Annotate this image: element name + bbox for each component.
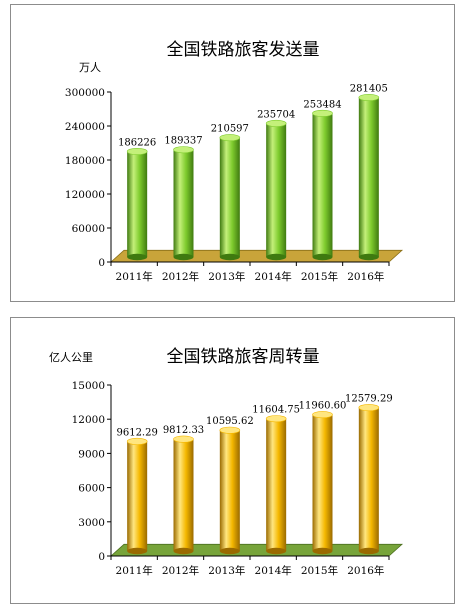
data-label: 10595.62 [206, 416, 254, 427]
y-tick-label: 15000 [72, 380, 105, 392]
x-tick-label: 2011年 [116, 270, 153, 283]
bar [358, 94, 380, 261]
passenger-turnover-plot: 全国铁路旅客周转量 亿人公里 0 3000 6000 9000 12000 15000 20… [49, 347, 404, 577]
bar [173, 146, 194, 261]
bar [173, 435, 194, 555]
y-tick-label: 300000 [65, 87, 105, 99]
bar [265, 119, 287, 261]
y-tick-label: 0 [98, 551, 105, 563]
data-label: 186226 [118, 137, 156, 148]
x-tick-label: 2015年 [301, 564, 338, 577]
data-label: 210597 [211, 124, 249, 135]
y-tick-label: 9000 [78, 448, 105, 460]
y-tick-label: 3000 [78, 517, 105, 529]
passenger-volume-plot: 全国铁路旅客发送量 万人 0 60000 120000 180000 240000 300… [65, 40, 404, 283]
y-tick-label: 60000 [72, 223, 105, 235]
x-tick-label: 2016年 [347, 564, 384, 577]
y-axis-unit: 万人 [79, 61, 101, 74]
passenger-volume-chart: 全国铁路旅客发送量 万人 0 60000 120000 180000 240000 300… [10, 4, 455, 302]
x-tick-label: 2016年 [347, 270, 384, 283]
chart-title: 全国铁路旅客周转量 [167, 347, 320, 367]
x-tick-label: 2012年 [162, 270, 199, 283]
y-tick-label: 0 [98, 257, 105, 269]
bar [312, 109, 333, 261]
data-label: 11604.75 [252, 405, 300, 416]
bar [358, 404, 380, 555]
x-tick-label: 2013年 [208, 270, 245, 283]
data-label: 11960.60 [299, 401, 347, 412]
x-tick-label: 2015年 [301, 270, 338, 283]
x-tick-label: 2014年 [255, 270, 292, 283]
data-label: 9612.29 [116, 427, 157, 438]
bar [126, 437, 148, 555]
x-tick-label: 2014年 [255, 564, 292, 577]
data-label: 189337 [164, 136, 202, 147]
chart-floor [109, 543, 404, 557]
y-axis-unit: 亿人公里 [49, 351, 93, 364]
y-tick-label: 240000 [65, 121, 105, 133]
bar [265, 415, 287, 555]
bar [312, 411, 333, 555]
passenger-turnover-chart: 全国铁路旅客周转量 亿人公里 0 3000 6000 9000 12000 15000 20… [10, 317, 455, 604]
y-tick-label: 6000 [78, 483, 105, 495]
bar [219, 134, 241, 261]
bar [126, 147, 148, 261]
data-label: 235704 [257, 109, 295, 120]
chart-floor [109, 249, 404, 263]
bar [219, 426, 241, 555]
data-label: 12579.29 [345, 394, 393, 405]
data-label: 9812.33 [163, 425, 204, 436]
x-tick-label: 2012年 [162, 564, 199, 577]
y-tick-label: 120000 [65, 189, 105, 201]
x-tick-label: 2013年 [208, 564, 245, 577]
data-label: 281405 [350, 84, 388, 95]
y-tick-label: 180000 [65, 155, 105, 167]
x-tick-label: 2011年 [116, 564, 153, 577]
chart-title: 全国铁路旅客发送量 [167, 40, 320, 60]
y-tick-label: 12000 [72, 414, 105, 426]
data-label: 253484 [303, 99, 341, 110]
